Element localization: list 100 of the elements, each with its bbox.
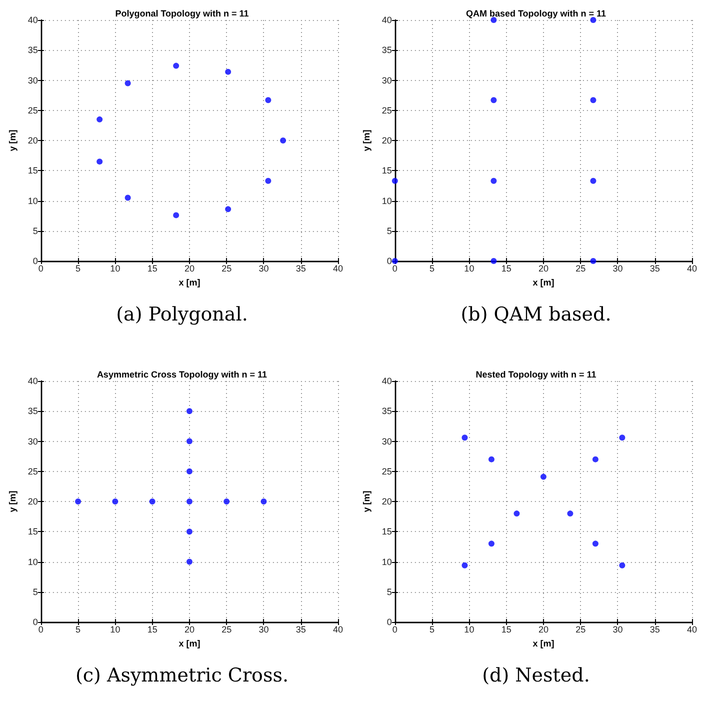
x-tick-label: 25 [222,264,232,274]
point [186,528,192,535]
y-tick-label: 35 [382,406,392,416]
point [265,178,272,184]
x-tick-label: 30 [612,624,623,634]
x-axis-title: x [m] [532,638,554,648]
y-tick-label: 0 [386,256,392,266]
y-tick-label: 0 [386,617,392,627]
x-tick-label: 10 [464,624,474,634]
point [592,456,598,462]
x-tick-label: 40 [686,264,698,274]
x-tick-label: 5 [430,264,435,274]
point [186,438,192,444]
point [96,116,103,122]
y-tick-label: 10 [382,196,392,206]
x-tick-label: 35 [650,624,660,634]
x-tick-label: 30 [612,264,623,274]
point [590,258,596,264]
y-tick-label: 30 [382,75,392,86]
point [265,97,272,104]
y-tick-label: 25 [28,466,38,476]
x-tick-label: 30 [258,624,269,634]
point [173,62,180,69]
point [592,540,598,547]
text: (d) Nested. [482,664,590,686]
y-tick-label: 40 [28,15,38,25]
y-tick-label: 40 [28,376,38,386]
x-tick-label: 15 [147,264,158,274]
x-tick-label: 35 [296,264,306,274]
y-tick-label: 35 [382,45,392,56]
y-axis-title: y [m] [362,490,372,512]
y-tick-label: 5 [386,226,392,236]
x-tick-label: 5 [430,624,435,634]
x-tick-label: 20 [184,264,194,274]
point [186,498,192,504]
point [490,97,497,104]
y-tick-label: 30 [28,436,38,446]
point [280,138,286,144]
y-tick-label: 15 [28,166,38,176]
point [567,510,574,517]
point [112,498,118,504]
x-tick-label: 40 [332,264,344,274]
x-tick-label: 20 [538,624,548,634]
point [260,498,267,504]
x-tick-label: 10 [464,264,474,274]
y-tick-label: 0 [32,256,38,266]
x-tick-label: 35 [650,264,660,274]
y-axis-title: y [m] [8,490,18,512]
point [186,408,192,414]
x-tick-label: 40 [686,624,698,634]
x-tick-label: 5 [76,624,81,634]
point [619,434,626,441]
x-tick-label: 5 [76,264,81,274]
point [490,258,497,264]
x-tick-label: 15 [147,624,158,634]
point [488,456,494,462]
y-tick-label: 20 [28,136,38,146]
point [590,17,596,23]
chart-title: Asymmetric Cross Topology with n = 11 [96,370,268,380]
x-tick-label: 25 [576,624,586,634]
x-tick-label: 25 [576,264,586,274]
y-tick-label: 15 [382,166,392,176]
point [490,178,497,184]
y-tick-label: 35 [28,45,38,56]
point [225,206,232,212]
y-tick-label: 5 [32,226,38,236]
x-axis-title: x [m] [178,277,200,288]
point [75,498,82,504]
text: (a) Polygonal. [116,304,248,326]
point [124,80,131,86]
y-tick-label: 15 [382,526,392,537]
y-axis-title: y [m] [8,130,18,152]
point [462,562,468,568]
x-tick-label: 10 [110,264,120,274]
text: (b) QAM based. [460,304,612,326]
chart-title: Polygonal Topology with n = 11 [115,8,249,18]
point [96,158,103,165]
point [124,194,131,201]
point [488,540,494,547]
y-tick-label: 30 [382,436,392,446]
y-tick-label: 10 [382,556,392,567]
x-tick-label: 10 [110,624,120,634]
y-axis-title: y [m] [362,130,372,152]
point [590,178,596,184]
y-tick-label: 20 [28,496,38,506]
x-tick-label: 40 [332,624,344,634]
y-tick-label: 10 [28,556,38,567]
y-tick-label: 40 [382,376,392,386]
x-tick-label: 15 [501,624,512,634]
y-tick-label: 15 [28,526,38,537]
y-tick-label: 25 [382,466,392,476]
y-tick-label: 5 [32,586,38,597]
x-tick-label: 25 [222,624,232,634]
point [186,558,192,565]
point [173,212,180,218]
x-tick-label: 15 [501,264,512,274]
x-tick-label: 30 [258,264,269,274]
point [540,474,546,480]
chart-title: QAM based Topology with n = 11 [466,8,606,18]
x-tick-label: 20 [538,264,548,274]
